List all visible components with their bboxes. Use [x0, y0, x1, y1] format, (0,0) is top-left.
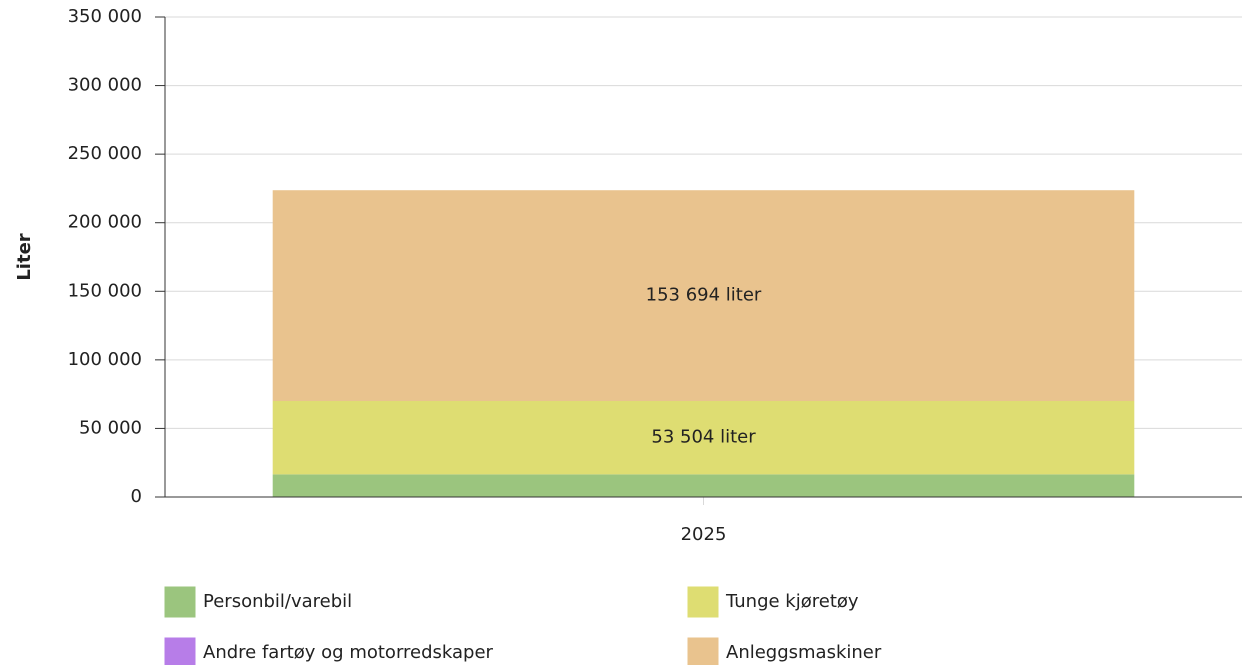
legend-swatch [687, 586, 719, 618]
y-tick-label: 350 000 [68, 6, 142, 27]
legend-label: Anleggsmaskiner [726, 642, 882, 663]
legend-swatch [687, 637, 719, 665]
x-tick-label: 2025 [681, 524, 727, 545]
y-axis-title: Liter [14, 233, 35, 280]
legend-label: Tunge kjøretøy [725, 591, 859, 612]
data-label: 53 504 liter [651, 427, 756, 448]
bar-segment [272, 400, 1135, 475]
y-tick-label: 50 000 [79, 417, 142, 438]
bar-segment [272, 190, 1135, 401]
y-tick-label: 200 000 [68, 212, 142, 233]
legend-swatch [164, 637, 196, 665]
data-label: 153 694 liter [646, 285, 762, 306]
y-tick-label: 300 000 [68, 75, 142, 96]
legend-label: Personbil/varebil [203, 591, 352, 612]
y-tick-label: 100 000 [68, 349, 142, 370]
legend-label: Andre fartøy og motorredskaper [203, 642, 494, 663]
y-tick-label: 0 [131, 486, 142, 507]
y-tick-label: 150 000 [68, 280, 142, 301]
y-tick-label: 250 000 [68, 143, 142, 164]
bar-segment [272, 474, 1135, 497]
legend-swatch [164, 586, 196, 618]
